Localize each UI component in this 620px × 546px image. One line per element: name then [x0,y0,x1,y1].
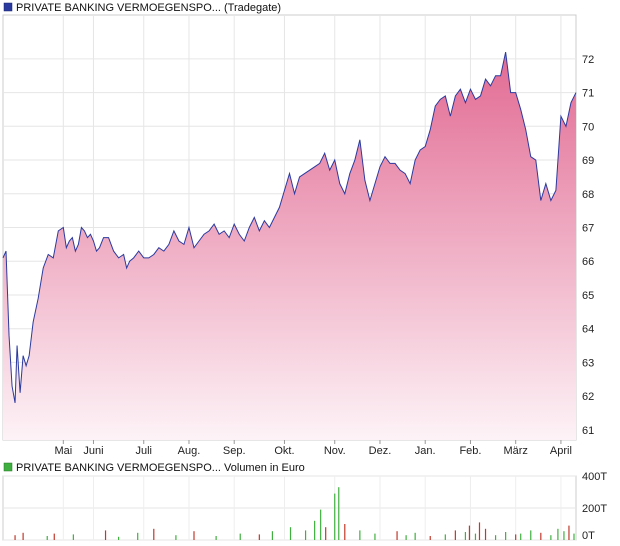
volume-grid [3,475,576,541]
price-y-tick-label: 65 [582,290,594,302]
volume-bar [334,493,336,540]
price-x-tick-label: Mai [54,445,72,457]
volume-bar [550,535,552,540]
price-y-tick-label: 62 [582,391,594,403]
volume-legend-swatch [3,462,13,472]
volume-bar [573,533,575,540]
price-x-tick-label: Jan. [415,445,436,457]
volume-bar [474,533,477,540]
price-x-tick-label: April [550,445,572,457]
volume-bar [557,528,559,540]
volume-bar [515,534,517,540]
volume-bar [14,535,16,540]
volume-bar [359,530,361,540]
volume-bar [530,530,532,540]
volume-bar [338,487,340,540]
price-y-axis: 61 62 63 64 65 66 67 68 69 70 71 72 [582,54,594,437]
volume-bar [505,532,507,540]
volume-bar [429,536,431,540]
volume-bar [414,532,416,540]
volume-bar [325,527,327,540]
volume-bar [271,531,274,540]
price-y-tick-label: 68 [582,189,594,201]
volume-bar [520,533,522,540]
volume-bar [320,509,322,540]
volume-y-axis: 0T 200T 400T [582,471,607,542]
volume-bar [46,536,48,540]
volume-bar [239,533,241,540]
volume-bar [175,535,177,540]
price-area [3,52,576,440]
volume-bar [53,533,55,540]
volume-bar [444,534,446,540]
price-y-tick-label: 66 [582,256,594,268]
volume-bar [193,531,195,540]
price-y-tick-label: 72 [582,54,594,66]
volume-bar [484,528,487,540]
volume-legend-label: PRIVATE BANKING VERMOEGENSPO... Volumen … [16,462,305,474]
volume-bar [494,535,497,540]
volume-bar [289,527,292,540]
price-x-tick-label: März [503,445,527,457]
volume-bar [215,536,217,540]
volume-y-tick-label: 200T [582,503,607,515]
volume-bar [344,524,346,540]
price-y-tick-label: 69 [582,155,594,167]
price-x-axis: Mai Juni Juli Aug. Sep. Okt. Nov. Dez. Jan. Feb. M… [54,440,572,457]
price-y-tick-label: 63 [582,357,594,369]
volume-y-tick-label: 0T [582,530,595,542]
price-x-tick-label: Sep. [223,445,246,457]
price-legend-label: PRIVATE BANKING VERMOEGENSPO... (Tradega… [16,2,281,14]
volume-bar [468,525,471,540]
volume-bar [568,525,570,540]
price-x-tick-label: Okt. [274,445,294,457]
volume-bar [72,534,74,540]
volume-bar [563,531,565,540]
volume-bar [454,530,456,540]
price-y-tick-label: 67 [582,223,594,235]
volume-bar [396,531,398,540]
volume-bar [374,533,376,540]
volume-bar [405,535,407,540]
price-y-tick-label: 70 [582,121,594,133]
price-y-tick-label: 61 [582,425,594,437]
price-x-tick-label: Aug. [178,445,201,457]
price-x-tick-label: Feb. [459,445,481,457]
volume-bar [153,528,155,540]
volume-bar [104,530,107,540]
volume-bar [258,534,260,540]
price-x-tick-label: Nov. [324,445,346,457]
volume-bar [540,532,542,540]
volume-bar [118,536,120,540]
volume-bars [14,487,575,540]
volume-bar [478,522,481,540]
price-y-tick-label: 71 [582,88,594,100]
volume-bar [464,532,467,540]
volume-bar [304,530,307,540]
volume-bar [137,532,139,540]
volume-y-tick-label: 400T [582,471,607,483]
price-x-tick-label: Juli [135,445,152,457]
price-x-tick-label: Dez. [369,445,392,457]
volume-bar [22,532,24,540]
volume-bar [314,520,316,540]
price-line [2,51,577,403]
price-legend-swatch [3,2,13,12]
price-x-tick-label: Juni [83,445,103,457]
price-y-tick-label: 64 [582,324,594,336]
